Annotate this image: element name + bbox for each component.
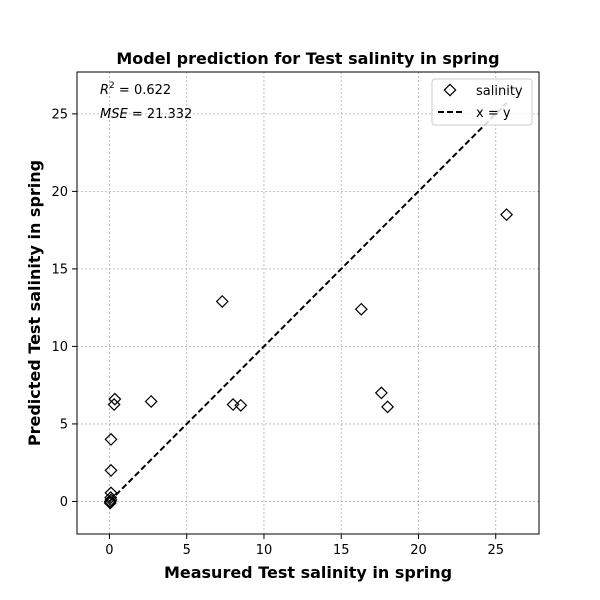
y-axis-ticks: 0 5 10 15 20 25: [51, 107, 77, 510]
scatter-points: [103, 208, 514, 510]
y-tick-label: 0: [60, 495, 68, 510]
identity-line-layer: [108, 102, 508, 503]
y-tick-label: 15: [51, 262, 68, 277]
scatter-point: [226, 398, 240, 412]
scatter-point: [104, 463, 118, 477]
identity-line: [108, 102, 508, 503]
mse-annotation: MSE = 21.332: [100, 107, 192, 122]
scatter-point: [374, 386, 388, 400]
r2-prefix: R: [100, 83, 109, 98]
plot-area-border: [76, 71, 540, 535]
x-tick-label: 25: [487, 543, 504, 558]
x-tick-label: 5: [183, 543, 191, 558]
x-tick-label: 15: [333, 543, 350, 558]
r2-value: = 0.622: [115, 83, 171, 98]
legend-label-salinity: salinity: [476, 84, 523, 99]
r2-superscript: 2: [109, 81, 115, 91]
y-tick-label: 20: [51, 185, 68, 200]
x-axis-ticks: 0 5 10 15 20 25: [105, 534, 504, 558]
legend: salinity x = y: [431, 78, 533, 126]
y-tick-label: 10: [51, 340, 68, 355]
x-tick-label: 20: [410, 543, 427, 558]
mse-prefix: MSE: [100, 107, 128, 122]
scatter-point: [104, 493, 118, 507]
y-tick-label: 5: [60, 417, 68, 432]
scatter-point: [500, 208, 514, 222]
y-tick-label: 25: [51, 107, 68, 122]
scatter-point: [108, 392, 122, 406]
chart-title: Model prediction for Test salinity in sp…: [116, 49, 499, 68]
scatter-point: [215, 294, 229, 308]
r2-annotation: R2 = 0.622: [100, 81, 171, 98]
legend-label-identity: x = y: [476, 106, 511, 121]
scatter-point: [354, 302, 368, 316]
grid: [77, 72, 539, 534]
legend-box: [431, 78, 533, 126]
x-axis-label: Measured Test salinity in spring: [164, 563, 452, 582]
scatter-point: [234, 398, 248, 412]
scatter-point: [144, 394, 158, 408]
legend-diamond-marker: [443, 83, 457, 97]
x-tick-label: 10: [256, 543, 273, 558]
scatter-point: [104, 432, 118, 446]
mse-value: = 21.332: [128, 107, 193, 122]
scatter-point: [104, 486, 118, 500]
x-tick-label: 0: [105, 543, 113, 558]
y-axis-label: Predicted Test salinity in spring: [25, 160, 44, 446]
scatter-point: [381, 400, 395, 414]
